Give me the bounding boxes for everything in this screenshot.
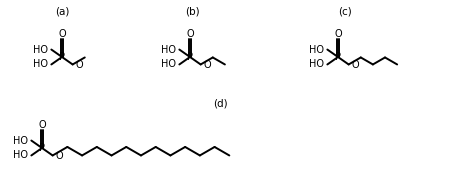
Text: O: O bbox=[204, 60, 211, 70]
Text: (a): (a) bbox=[55, 7, 69, 17]
Text: O: O bbox=[352, 60, 359, 70]
Text: HO: HO bbox=[310, 44, 324, 54]
Text: P: P bbox=[39, 143, 45, 153]
Text: HO: HO bbox=[13, 150, 28, 161]
Text: HO: HO bbox=[33, 44, 48, 54]
Text: (d): (d) bbox=[213, 98, 228, 108]
Text: O: O bbox=[76, 60, 83, 70]
Text: (b): (b) bbox=[185, 7, 199, 17]
Text: P: P bbox=[187, 52, 193, 62]
Text: HO: HO bbox=[161, 44, 176, 54]
Text: O: O bbox=[38, 121, 46, 130]
Text: O: O bbox=[186, 29, 194, 39]
Text: P: P bbox=[335, 52, 341, 62]
Text: (c): (c) bbox=[338, 7, 352, 17]
Text: P: P bbox=[59, 52, 65, 62]
Text: HO: HO bbox=[161, 60, 176, 69]
Text: O: O bbox=[55, 151, 63, 161]
Text: O: O bbox=[58, 29, 66, 39]
Text: HO: HO bbox=[33, 60, 48, 69]
Text: O: O bbox=[334, 29, 342, 39]
Text: HO: HO bbox=[13, 136, 28, 145]
Text: HO: HO bbox=[310, 60, 324, 69]
